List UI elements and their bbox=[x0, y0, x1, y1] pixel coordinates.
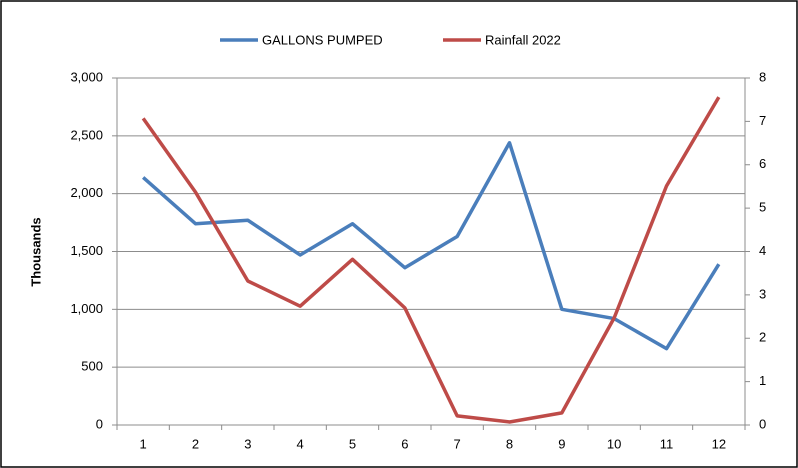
x-tick-label: 9 bbox=[558, 436, 565, 451]
series-line bbox=[142, 141, 721, 351]
y2-tick-label: 8 bbox=[759, 69, 766, 84]
y2-tick-label: 2 bbox=[759, 330, 766, 345]
y-tick-label: 1,000 bbox=[70, 301, 103, 316]
series-line bbox=[141, 96, 721, 424]
x-tick-label: 12 bbox=[712, 436, 726, 451]
x-tick-label: 3 bbox=[244, 436, 251, 451]
y-tick-label: 500 bbox=[81, 359, 103, 374]
x-tick-label: 11 bbox=[660, 436, 674, 451]
y2-tick-label: 7 bbox=[759, 113, 766, 128]
x-tick-label: 2 bbox=[192, 436, 199, 451]
y-tick-label: 2,000 bbox=[70, 185, 103, 200]
y2-tick-label: 1 bbox=[759, 373, 766, 388]
y-tick-label: 1,500 bbox=[70, 243, 103, 258]
x-tick-label: 1 bbox=[140, 436, 147, 451]
y-tick-label: 3,000 bbox=[70, 69, 103, 84]
y2-tick-label: 3 bbox=[759, 286, 766, 301]
x-tick-label: 10 bbox=[607, 436, 621, 451]
y-tick-label: 2,500 bbox=[70, 127, 103, 142]
y-tick-label: 0 bbox=[96, 416, 103, 431]
y-axis-label: Thousands bbox=[28, 217, 43, 286]
x-tick-label: 7 bbox=[454, 436, 461, 451]
y2-tick-label: 0 bbox=[759, 416, 766, 431]
legend-label: GALLONS PUMPED bbox=[262, 32, 383, 47]
y2-tick-label: 5 bbox=[759, 200, 766, 215]
x-tick-label: 8 bbox=[506, 436, 513, 451]
legend-label: Rainfall 2022 bbox=[485, 32, 561, 47]
y2-tick-label: 6 bbox=[759, 156, 766, 171]
x-tick-label: 6 bbox=[401, 436, 408, 451]
x-tick-label: 4 bbox=[297, 436, 304, 451]
y2-tick-label: 4 bbox=[759, 243, 766, 258]
x-tick-label: 5 bbox=[349, 436, 356, 451]
